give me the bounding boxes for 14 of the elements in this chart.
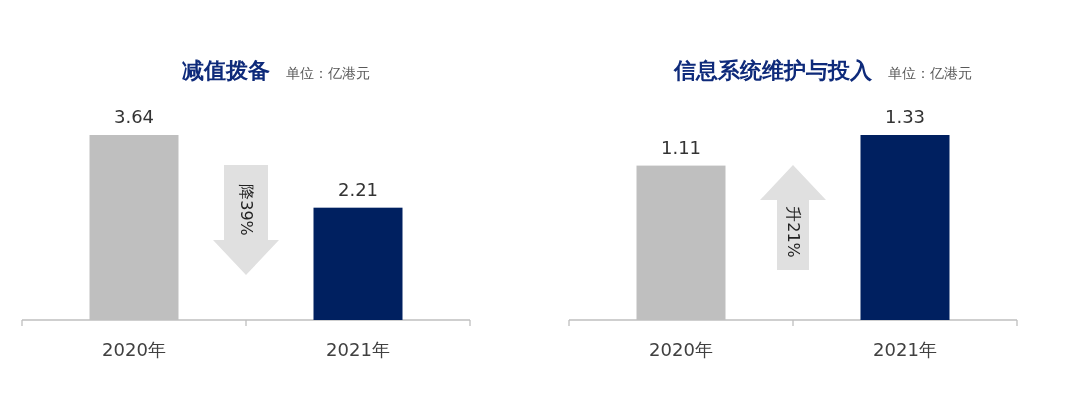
- data-label: 1.33: [884, 106, 926, 127]
- x-tick-label: 2021年: [326, 339, 390, 360]
- chart-title: 减值拨备: [182, 58, 270, 83]
- chart-subtitle: 单位：亿港元: [888, 65, 972, 81]
- annotation: 升21%: [783, 206, 803, 258]
- annotation: 降39%: [236, 184, 256, 236]
- data-label: 3.64: [113, 106, 155, 127]
- data-label: 1.11: [660, 136, 702, 158]
- x-tick-label: 2020年: [649, 339, 713, 360]
- chart-subtitle: 单位：亿港元: [286, 65, 370, 81]
- data-label: 2.21: [337, 178, 379, 200]
- x-tick-label: 2021年: [873, 339, 937, 360]
- chart-title: 信息系统维护与投入: [673, 58, 873, 83]
- x-tick-label: 2020年: [102, 339, 166, 360]
